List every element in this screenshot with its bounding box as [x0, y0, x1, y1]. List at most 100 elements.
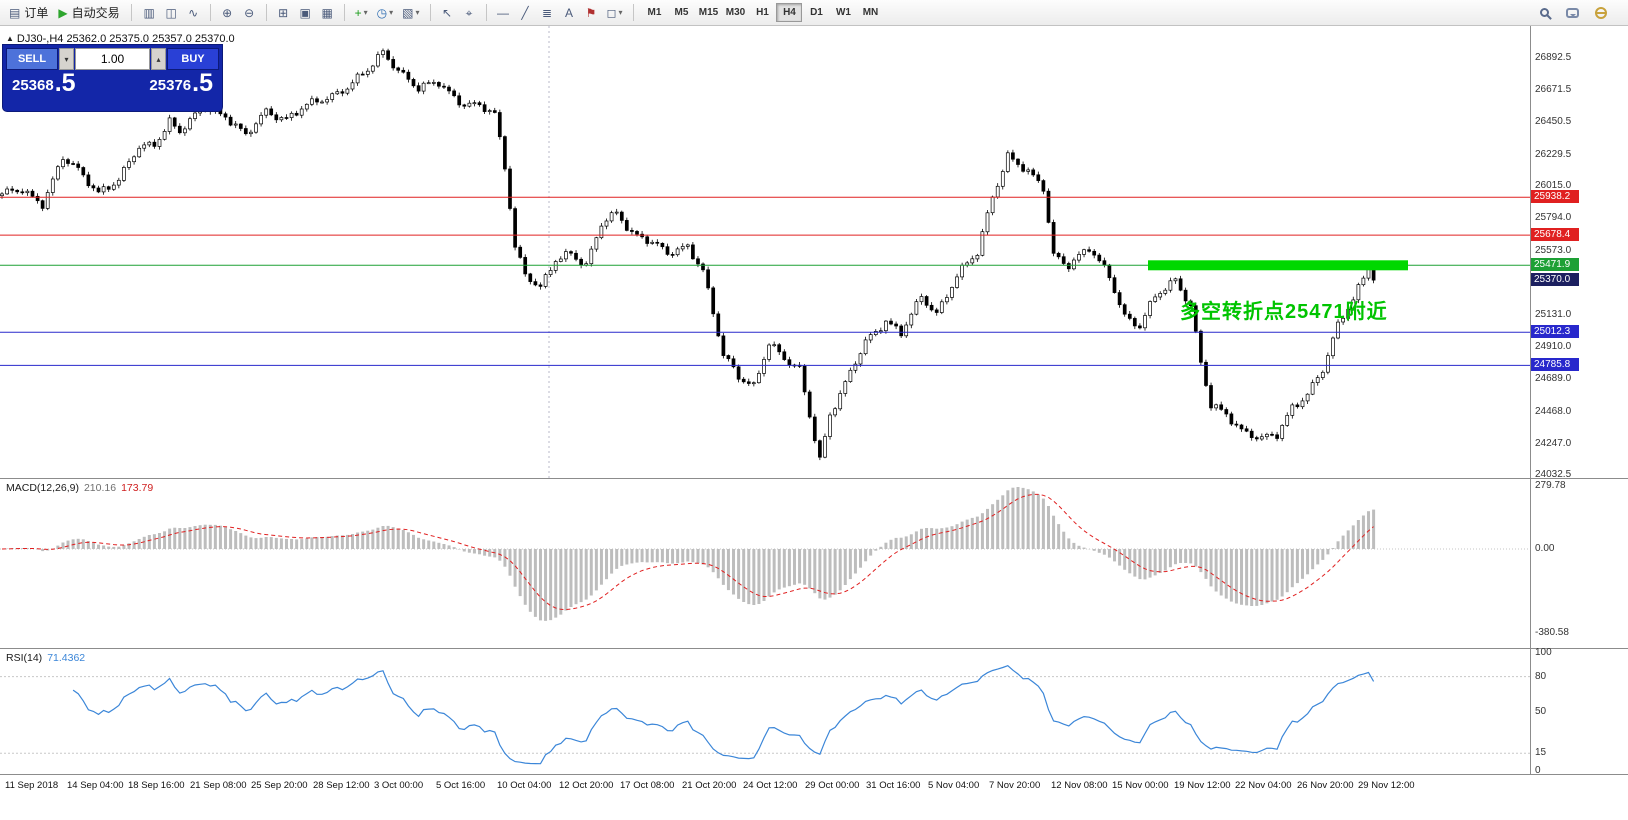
shapes-tool-icon: ◻ [606, 5, 617, 20]
cursor-button[interactable]: ↖ [437, 2, 458, 23]
time-axis-label: 15 Nov 00:00 [1112, 780, 1169, 791]
timeframe-mn[interactable]: MN [857, 3, 883, 22]
price-axis-label: 26450.5 [1535, 116, 1572, 127]
candlestick-chart-icon: ◫ [165, 5, 177, 20]
toolbar-separator [343, 4, 345, 21]
macd-value-signal: 173.79 [121, 482, 154, 494]
time-axis-label: 28 Sep 12:00 [313, 780, 370, 791]
crosshair-button[interactable]: ⌖ [459, 2, 480, 23]
fibonacci-tool-button[interactable]: ≣ [537, 2, 558, 23]
chart-annotation-text[interactable]: 多空转折点25471附近 [1180, 301, 1388, 323]
time-axis-label: 22 Nov 04:00 [1235, 780, 1292, 791]
rsi-label: RSI(14) 71.4362 [6, 652, 85, 664]
time-axis-label: 17 Oct 08:00 [620, 780, 675, 791]
arrange-windows-button[interactable]: ▦ [317, 2, 338, 23]
search-button[interactable] [1534, 2, 1555, 23]
timeframe-m5[interactable]: M5 [668, 3, 694, 22]
candlestick-chart-svg [0, 26, 1530, 478]
rsi-plot[interactable]: RSI(14) 71.4362 [0, 649, 1530, 774]
trendline-tool-icon: ╱ [521, 5, 529, 20]
timeframe-h1[interactable]: H1 [749, 3, 775, 22]
rsi-axis[interactable]: 100 80 50 15 0 [1530, 647, 1628, 776]
time-axis-label: 14 Sep 04:00 [67, 780, 124, 791]
text-tool-button[interactable]: A [559, 2, 580, 23]
toolbar-separator [429, 4, 431, 21]
line-chart-button[interactable]: ∿ [183, 2, 204, 23]
time-axis-label: 21 Sep 08:00 [190, 780, 247, 791]
timeframe-m30[interactable]: M30 [722, 3, 748, 22]
timeframe-m15[interactable]: M15 [695, 3, 721, 22]
timeframe-h4[interactable]: H4 [776, 3, 803, 22]
templates-button[interactable]: ▧ ▾ [398, 2, 423, 23]
crosshair-icon: ⌖ [465, 5, 473, 20]
price-tag: 25678.4 [1531, 228, 1579, 241]
sell-price[interactable]: 25368.5 [12, 71, 76, 96]
volume-up-button[interactable]: ▴ [151, 48, 166, 70]
arrows-tool-button[interactable]: ⚑ [581, 2, 602, 23]
price-axis[interactable]: 26892.5 26671.5 26450.5 26229.5 26015.0 25794… [1530, 26, 1628, 480]
new-chart-icon: + [354, 5, 362, 20]
chat-icon [1566, 7, 1579, 18]
rsi-axis-label: 80 [1535, 671, 1547, 682]
hline-tool-icon: — [497, 5, 509, 20]
time-axis-label: 18 Sep 16:00 [128, 780, 185, 791]
dropdown-caret-icon: ▾ [389, 8, 394, 17]
time-axis-label: 26 Nov 20:00 [1297, 780, 1354, 791]
rsi-axis-label: 0 [1535, 765, 1541, 776]
chat-button[interactable] [1562, 2, 1583, 23]
price-axis-label: 24247.0 [1535, 438, 1572, 449]
profiles-button[interactable]: ◷ ▾ [373, 2, 398, 23]
toolbar-separator [209, 4, 211, 21]
toolbar-separator [265, 4, 267, 21]
templates-icon: ▧ [402, 5, 414, 20]
volume-input[interactable] [75, 48, 150, 70]
zoom-in-icon: ⊕ [222, 5, 233, 20]
zoom-in-button[interactable]: ⊕ [217, 2, 238, 23]
community-globe-icon [1594, 6, 1607, 19]
highlight-box[interactable] [1148, 260, 1408, 271]
arrange-windows-icon: ▦ [321, 5, 333, 20]
main-chart-plot[interactable]: ▲ DJ30-,H4 25362.0 25375.0 25357.0 25370.… [0, 26, 1530, 478]
timeframe-m1[interactable]: M1 [641, 3, 667, 22]
price-axis-label: 25573.0 [1535, 245, 1572, 256]
macd-plot[interactable]: MACD(12,26,9) 210.16 173.79 [0, 479, 1530, 648]
time-axis-label: 19 Nov 12:00 [1174, 780, 1231, 791]
time-axis-label: 29 Nov 12:00 [1358, 780, 1415, 791]
new-chart-button[interactable]: + ▾ [351, 2, 372, 23]
rsi-chart-svg [0, 665, 1530, 765]
toolbar-icon-group: ▥ ◫ ∿ ⊕ ⊖ ⊞ ▣ ▦ + ▾ ◷ ▾ ▧ ▾ ↖ ⌖ — ╱ ≣ A ⚑ ◻ ▾ [139, 2, 627, 23]
time-axis-label: 7 Nov 20:00 [989, 780, 1041, 791]
shapes-tool-button[interactable]: ◻ ▾ [603, 2, 627, 23]
profiles-icon: ◷ [376, 5, 388, 20]
price-axis-label: 24032.5 [1535, 469, 1572, 480]
trendline-tool-button[interactable]: ╱ [515, 2, 536, 23]
macd-axis[interactable]: 279.78 0.00 -380.58 [1530, 479, 1628, 648]
autotrading-label: 自动交易 [71, 6, 120, 20]
new-order-label: 订单 [24, 6, 49, 20]
hline-tool-button[interactable]: — [493, 2, 514, 23]
cascade-windows-button[interactable]: ▣ [295, 2, 316, 23]
new-order-button[interactable]: ▤ 订单 [5, 2, 52, 23]
buy-price[interactable]: 25376.5 [149, 71, 213, 96]
sell-price-main: 25368 [12, 77, 54, 94]
zoom-out-button[interactable]: ⊖ [239, 2, 260, 23]
price-axis-label: 25131.0 [1535, 309, 1572, 320]
candlestick-chart-button[interactable]: ◫ [161, 2, 182, 23]
time-axis-label: 11 Sep 2018 [5, 780, 59, 791]
tile-windows-button[interactable]: ⊞ [273, 2, 294, 23]
buy-button[interactable]: BUY [167, 48, 219, 70]
volume-down-button[interactable]: ▾ [59, 48, 74, 70]
community-button[interactable] [1590, 2, 1611, 23]
autotrading-button[interactable]: ▶ 自动交易 [54, 2, 123, 23]
bar-chart-button[interactable]: ▥ [139, 2, 160, 23]
time-axis[interactable]: 11 Sep 2018 14 Sep 04:00 18 Sep 16:00 21 Se… [0, 775, 1628, 820]
sell-button[interactable]: SELL [6, 48, 58, 70]
main-chart-panel: ▲ DJ30-,H4 25362.0 25375.0 25357.0 25370.… [0, 26, 1628, 480]
timeframe-d1[interactable]: D1 [803, 3, 829, 22]
time-axis-label: 31 Oct 16:00 [866, 780, 921, 791]
toolbar-separator [485, 4, 487, 21]
timeframe-w1[interactable]: W1 [830, 3, 856, 22]
tick-up-icon: ▲ [6, 34, 14, 43]
time-axis-label: 25 Sep 20:00 [251, 780, 308, 791]
